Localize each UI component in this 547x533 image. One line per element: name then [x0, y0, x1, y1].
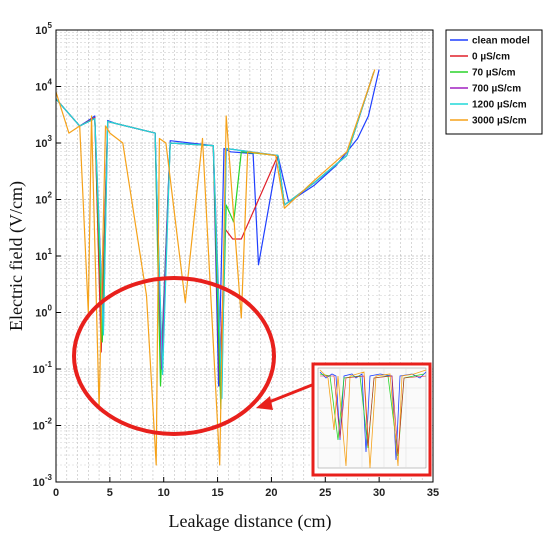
y-ticks: 10-3 10-2 10-1 100 101 102 103 104 105: [33, 21, 61, 489]
x-axis-label: Leakage distance (cm): [169, 511, 332, 532]
x-tick-label: 20: [265, 487, 277, 499]
y-tick-label: 10-2: [33, 417, 53, 433]
legend-label: 70 µS/cm: [472, 68, 516, 79]
x-tick-label: 25: [319, 487, 331, 499]
y-tick-label: 105: [35, 21, 52, 37]
legend-label: 1200 µS/cm: [472, 100, 527, 111]
y-tick-label: 10-1: [33, 360, 53, 376]
y-tick-label: 102: [35, 191, 52, 207]
highlight-arrow: [256, 383, 313, 410]
legend-label: 0 µS/cm: [472, 52, 510, 63]
y-tick-label: 103: [35, 134, 52, 150]
highlight-ellipse: [72, 276, 276, 436]
x-tick-label: 15: [211, 487, 223, 499]
y-axis-label: Electric field (V/cm): [6, 181, 27, 331]
y-tick-label: 104: [35, 78, 52, 94]
y-tick-label: 101: [35, 247, 52, 263]
y-tick-label: 100: [35, 304, 52, 320]
series-line-3000-s-cm: [55, 69, 376, 466]
x-tick-label: 35: [427, 487, 439, 499]
legend-label: 3000 µS/cm: [472, 116, 527, 127]
x-tick-label: 0: [53, 487, 59, 499]
x-tick-label: 5: [107, 487, 113, 499]
inset-zoom: [311, 362, 432, 477]
x-tick-label: 10: [158, 487, 170, 499]
legend: clean model 0 µS/cm 70 µS/cm 700 µS/cm 1200 …: [445, 29, 543, 135]
legend-label: 700 µS/cm: [472, 84, 521, 95]
y-tick-label: 10-3: [33, 473, 53, 489]
legend-label: clean model: [472, 36, 530, 47]
legend-box: [445, 29, 543, 135]
x-ticks: 0 5 10 15 20 25 30 35: [53, 477, 439, 499]
x-tick-label: 30: [373, 487, 385, 499]
